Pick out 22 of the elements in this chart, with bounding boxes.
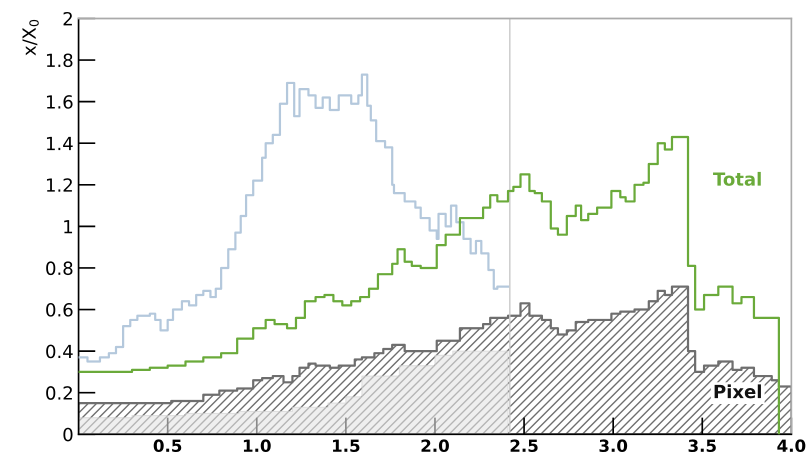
x-tick-label: 1.5 [332,440,360,452]
series-label: Total [713,172,761,186]
y-tick-label: 1.6 [46,95,73,109]
series-label: Pixel [714,384,761,398]
x-tick-label: 2.5 [510,439,538,452]
y-tick-label: 0.4 [46,344,73,358]
x-tick-label: 1.0 [244,439,271,452]
x-tick-label: 0.5 [154,439,182,452]
x-tick-label: 2.0 [422,439,449,452]
y-tick-label: 2 [64,12,72,26]
y-tick-label: 0.2 [46,386,72,400]
x-tick-label: 3.0 [600,439,628,452]
y-axis-title: x/X$_{0}$ [22,20,39,56]
y-tick-label: 1.2 [46,178,72,192]
x-tick-label: 3.5 [688,439,716,452]
y-tick-label: 0.8 [46,261,72,276]
y-tick-label: 0.6 [46,303,73,317]
x-tick-label: 4.0 [777,439,806,452]
y-tick-label: 1.8 [46,54,72,68]
y-tick-label: 0 [63,428,73,442]
y-tick-label: 1 [64,220,72,234]
y-tick-label: 1.4 [46,136,73,150]
